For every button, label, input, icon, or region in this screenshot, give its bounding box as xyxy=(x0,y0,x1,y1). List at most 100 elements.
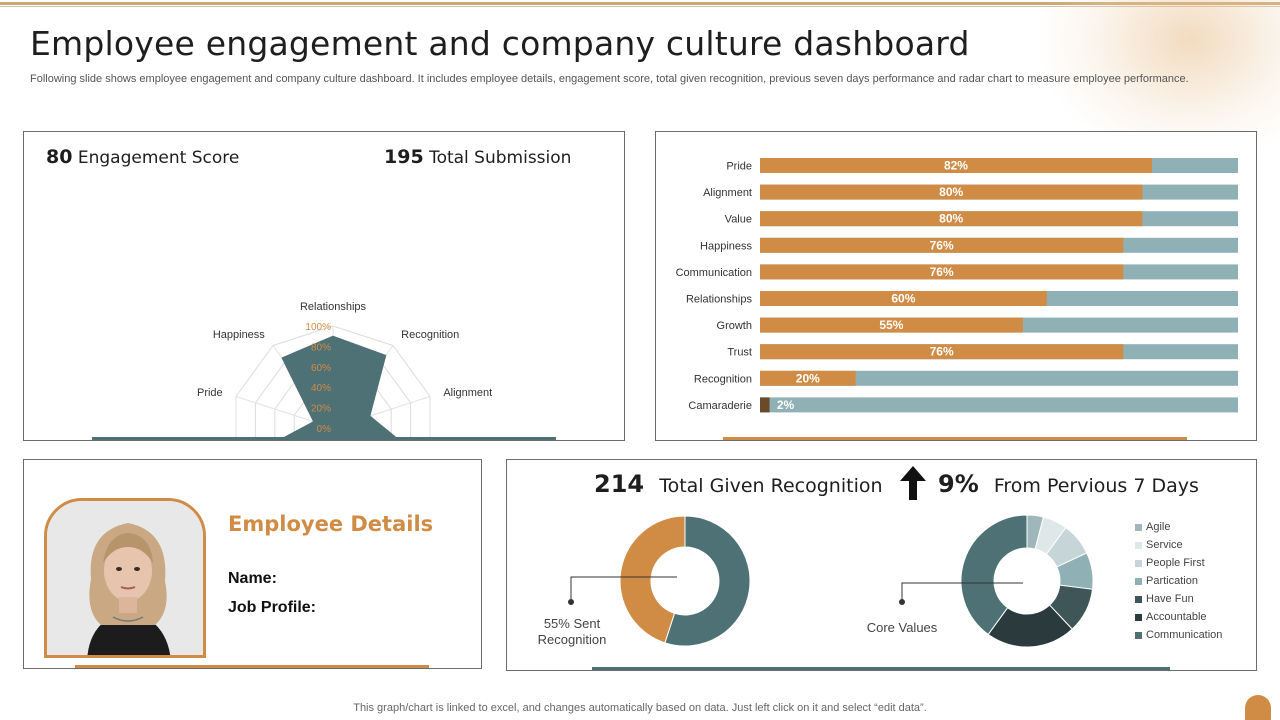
employee-name-label: Name: xyxy=(228,570,277,587)
radar-axis-label: Alignment xyxy=(443,387,492,399)
total-submission: 195 Total Submission xyxy=(384,146,571,168)
legend-swatch xyxy=(1135,523,1142,531)
bar-category-label: Camaraderie xyxy=(688,400,752,412)
donut2-callout-label: Core Values xyxy=(867,620,938,635)
legend-label: Partication xyxy=(1146,575,1198,587)
radar-grid-ring xyxy=(274,366,392,440)
recognition-panel-accent-line xyxy=(592,667,1170,670)
bar-data-label: 2% xyxy=(777,398,795,412)
radar-tick-label: 40% xyxy=(311,383,331,394)
legend-label: Accountable xyxy=(1146,611,1207,623)
change-value: 9% xyxy=(938,470,979,498)
bar-panel-accent-line xyxy=(723,437,1187,440)
employee-panel: Employee Details Name: Job Profile: xyxy=(23,459,482,669)
arrow-up-icon xyxy=(900,466,926,500)
donut2-slice xyxy=(960,514,1028,636)
legend-label: Agile xyxy=(1146,521,1171,533)
legend-swatch xyxy=(1135,613,1142,621)
bar-category-label: Pride xyxy=(726,161,752,173)
change-kpi: 9% From Pervious 7 Days xyxy=(938,470,1199,498)
bar-data-label: 20% xyxy=(796,371,820,385)
recognition-kpi: 214 Total Given Recognition xyxy=(594,470,883,498)
footer-note: This graph/chart is linked to excel, and… xyxy=(353,702,927,714)
bar-data-label: 76% xyxy=(930,345,954,359)
bar-category-label: Communication xyxy=(676,267,752,279)
radar-series-area xyxy=(278,335,400,440)
bar-background xyxy=(760,397,1238,413)
bar-value-fill xyxy=(760,291,1047,306)
employee-details-title: Employee Details xyxy=(228,512,434,536)
recognition-panel[interactable]: 214 Total Given Recognition 9% From Perv… xyxy=(506,459,1257,671)
total-submission-value: 195 xyxy=(384,146,424,168)
donut1-slice xyxy=(664,515,751,647)
radar-axis-label: Pride xyxy=(197,387,223,399)
bar-category-label: Growth xyxy=(717,320,752,332)
radar-tick-label: 20% xyxy=(311,404,331,415)
bar-panel[interactable]: Pride 82% Alignment 80% Value 80% Happiness 76%… xyxy=(655,131,1257,441)
radar-chart[interactable]: 0% 20% 40% 60% 80% 100% Relationships Recogniti… xyxy=(24,132,624,440)
bar-background xyxy=(760,370,1238,386)
legend-item: Agile xyxy=(1135,518,1222,536)
engagement-score-label: Engagement Score xyxy=(77,148,240,168)
radar-axis-label: Recognition xyxy=(401,329,459,341)
bar-category-label: Trust xyxy=(727,347,752,359)
legend-item: Service xyxy=(1135,536,1222,554)
radar-grid-ring xyxy=(254,345,412,440)
bar-data-label: 80% xyxy=(939,212,963,226)
donut1-callout-label: Recognition xyxy=(538,632,607,647)
donut1-slice xyxy=(619,515,686,644)
recognition-value: 214 xyxy=(594,470,645,498)
bar-data-label: 60% xyxy=(891,292,915,306)
radar-axis-label: Happiness xyxy=(213,329,265,341)
legend-swatch xyxy=(1135,577,1142,585)
page-indicator xyxy=(1245,695,1271,720)
bar-chart[interactable]: Pride 82% Alignment 80% Value 80% Happiness 76%… xyxy=(656,132,1256,440)
page-subtitle: Following slide shows employee engagemen… xyxy=(30,73,1189,85)
donut2-callout-dot xyxy=(899,599,905,605)
bar-value-fill xyxy=(760,344,1124,360)
total-submission-label: Total Submission xyxy=(429,148,572,168)
donut1-callout-dot xyxy=(568,599,574,605)
bar-category-label: Value xyxy=(725,214,752,226)
radar-tick-label: 80% xyxy=(311,342,331,353)
top-accent-line-thin xyxy=(0,6,1280,7)
legend-label: People First xyxy=(1146,557,1205,569)
legend-swatch xyxy=(1135,559,1142,567)
employee-panel-accent-line xyxy=(75,665,429,668)
bar-value-fill xyxy=(760,184,1143,200)
employee-photo xyxy=(44,498,206,658)
donut2-callout-line xyxy=(901,582,1023,601)
top-accent-line xyxy=(0,2,1280,5)
bar-data-label: 55% xyxy=(879,318,903,332)
legend-item: Accountable xyxy=(1135,608,1222,626)
page-title: Employee engagement and company culture … xyxy=(30,24,970,63)
radar-grid-ring xyxy=(235,325,431,440)
legend-swatch xyxy=(1135,631,1142,639)
bar-value-fill xyxy=(760,237,1124,253)
radar-panel-accent-line xyxy=(92,437,556,440)
bar-data-label: 82% xyxy=(944,159,968,173)
legend-label: Have Fun xyxy=(1146,593,1194,605)
legend-swatch xyxy=(1135,541,1142,549)
bar-category-label: Happiness xyxy=(700,240,752,252)
radar-tick-label: 60% xyxy=(311,363,331,374)
bar-value-fill xyxy=(760,158,1152,173)
bar-value-fill xyxy=(760,264,1124,280)
bar-value-fill xyxy=(760,370,856,386)
radar-tick-label: 100% xyxy=(305,322,331,333)
legend-swatch xyxy=(1135,595,1142,603)
legend-label: Communication xyxy=(1146,629,1223,641)
bar-category-label: Relationships xyxy=(686,294,753,306)
donut1-callout-line xyxy=(570,576,677,601)
bar-data-label: 76% xyxy=(930,265,954,279)
change-label: From Pervious 7 Days xyxy=(993,475,1199,497)
donut1-callout-label: 55% Sent xyxy=(544,616,601,631)
radar-panel[interactable]: 80 Engagement Score 195 Total Submission… xyxy=(23,131,625,441)
engagement-score: 80 Engagement Score xyxy=(46,146,239,168)
bar-data-label: 76% xyxy=(930,238,954,252)
radar-tick-label: 0% xyxy=(317,424,332,435)
legend-item: Communication xyxy=(1135,626,1222,644)
engagement-score-value: 80 xyxy=(46,146,73,168)
bar-value-fill xyxy=(760,317,1023,333)
